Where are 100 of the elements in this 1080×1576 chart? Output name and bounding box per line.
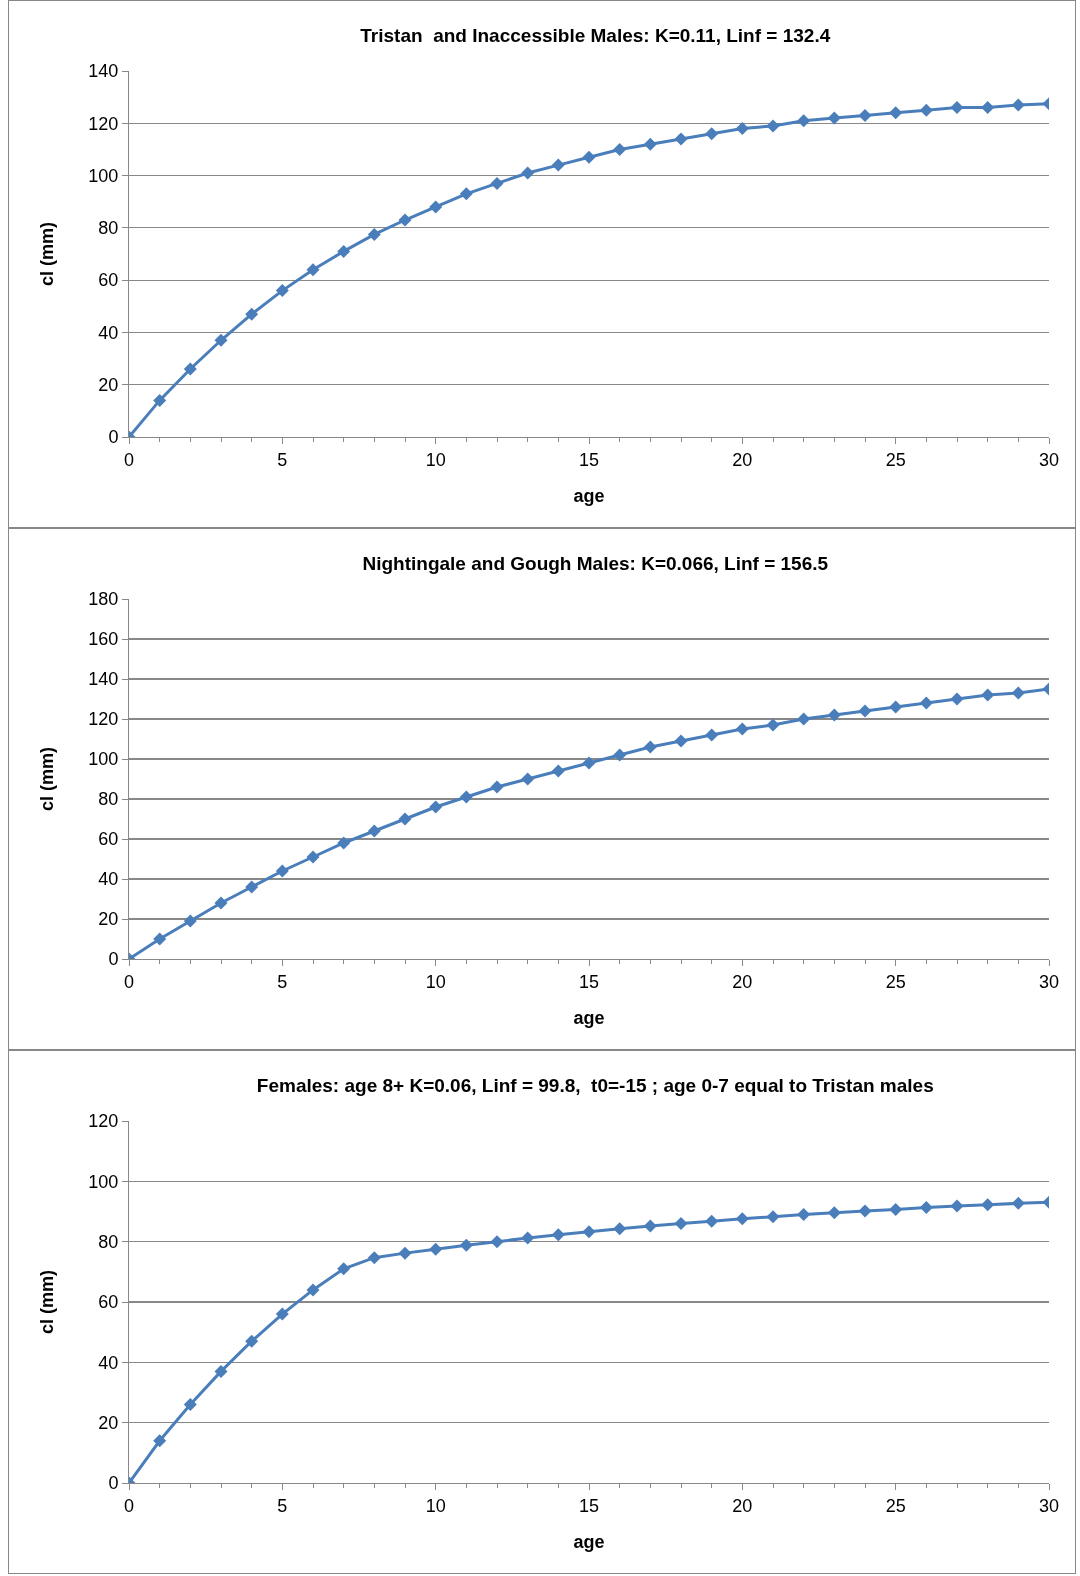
point	[214, 1364, 228, 1378]
point	[613, 1222, 627, 1236]
y-tick-label: 100	[88, 165, 119, 186]
point	[275, 284, 289, 298]
point	[981, 688, 995, 702]
y-tick-label: 60	[98, 829, 119, 850]
point	[551, 158, 565, 172]
x-tick-label: 10	[425, 449, 446, 470]
point	[367, 227, 381, 241]
chart-title: Females: age 8+ K=0.06, Linf = 99.8, t0=-15 ; age 0-7 equal to Tristan males	[256, 1075, 934, 1097]
point	[214, 896, 228, 910]
point	[551, 1228, 565, 1242]
point	[889, 106, 903, 120]
x-tick-label: 0	[123, 971, 135, 992]
point	[429, 800, 443, 814]
x-tick-label: 30	[1038, 971, 1060, 992]
point	[766, 718, 780, 732]
point	[705, 127, 719, 141]
point	[337, 1262, 351, 1276]
point	[490, 176, 504, 190]
point	[153, 932, 167, 946]
y-axis-title: cl (mm)	[36, 221, 57, 287]
y-tick-label: 40	[98, 322, 119, 343]
y-axis-title: cl (mm)	[36, 746, 57, 812]
y-tick-label: 120	[88, 709, 119, 730]
point	[827, 111, 841, 125]
point	[245, 307, 259, 321]
point	[490, 780, 504, 794]
point	[981, 101, 995, 115]
point	[766, 119, 780, 133]
x-tick-label: 10	[425, 1495, 446, 1516]
x-axis-title: age	[573, 1007, 605, 1028]
point	[827, 1206, 841, 1220]
y-tick-label: 20	[98, 375, 119, 396]
point	[1011, 1196, 1025, 1210]
y-tick-label: 40	[98, 869, 119, 890]
point	[889, 1202, 903, 1216]
x-tick-label: 20	[732, 971, 753, 992]
point	[183, 1398, 197, 1412]
point	[705, 728, 719, 742]
point	[1011, 686, 1025, 700]
x-tick-label: 25	[885, 449, 906, 470]
point	[674, 734, 688, 748]
x-tick-label: 0	[123, 449, 135, 470]
chart-title: Nightingale and Gough Males: K=0.066, Linf = 156.5	[362, 553, 829, 575]
y-tick-label: 60	[98, 1292, 119, 1313]
point	[275, 864, 289, 878]
x-tick-label: 15	[578, 971, 600, 992]
point	[337, 244, 351, 258]
point	[306, 1283, 320, 1297]
x-tick-label: 10	[425, 971, 446, 992]
point	[245, 880, 259, 894]
x-tick-label: 30	[1038, 1495, 1060, 1516]
point	[643, 1219, 657, 1233]
point	[367, 824, 381, 838]
point	[459, 1238, 473, 1252]
x-axis-title: age	[573, 1531, 605, 1552]
y-tick-label: 100	[88, 1171, 119, 1192]
x-tick-label: 0	[123, 1495, 135, 1516]
point	[582, 756, 596, 770]
x-tick-label: 15	[578, 449, 600, 470]
point	[919, 696, 933, 710]
point	[705, 1214, 719, 1228]
point	[306, 263, 320, 277]
y-tick-label: 180	[88, 589, 119, 610]
y-axis-title: cl (mm)	[36, 1269, 57, 1335]
y-tick-label: 120	[88, 113, 119, 134]
point	[153, 393, 167, 407]
y-tick-label: 100	[88, 749, 119, 770]
y-tick-label: 160	[88, 629, 119, 650]
x-tick-label: 20	[732, 449, 753, 470]
point	[183, 914, 197, 928]
y-tick-label: 20	[98, 909, 119, 930]
y-tick-label: 0	[108, 1473, 119, 1494]
point	[858, 108, 872, 122]
point	[337, 836, 351, 850]
point	[950, 692, 964, 706]
point	[429, 1242, 443, 1256]
point	[521, 772, 535, 786]
y-tick-label: 140	[88, 61, 119, 82]
chart-title: Tristan and Inaccessible Males: K=0.11, Linf = 132.4	[360, 25, 831, 47]
point	[459, 187, 473, 201]
y-tick-label: 60	[98, 270, 119, 291]
point	[735, 122, 749, 136]
point	[797, 712, 811, 726]
point	[858, 704, 872, 718]
point	[582, 150, 596, 164]
x-tick-label: 5	[277, 1495, 288, 1516]
x-tick-label: 25	[885, 971, 906, 992]
point	[1011, 98, 1025, 112]
point	[674, 1217, 688, 1231]
point	[398, 213, 412, 227]
x-tick-label: 25	[885, 1495, 906, 1516]
y-tick-label: 0	[108, 427, 119, 448]
x-axis-title: age	[573, 485, 605, 506]
point	[643, 137, 657, 151]
point	[950, 101, 964, 115]
point	[398, 812, 412, 826]
point	[367, 1251, 381, 1265]
point	[398, 1246, 412, 1260]
